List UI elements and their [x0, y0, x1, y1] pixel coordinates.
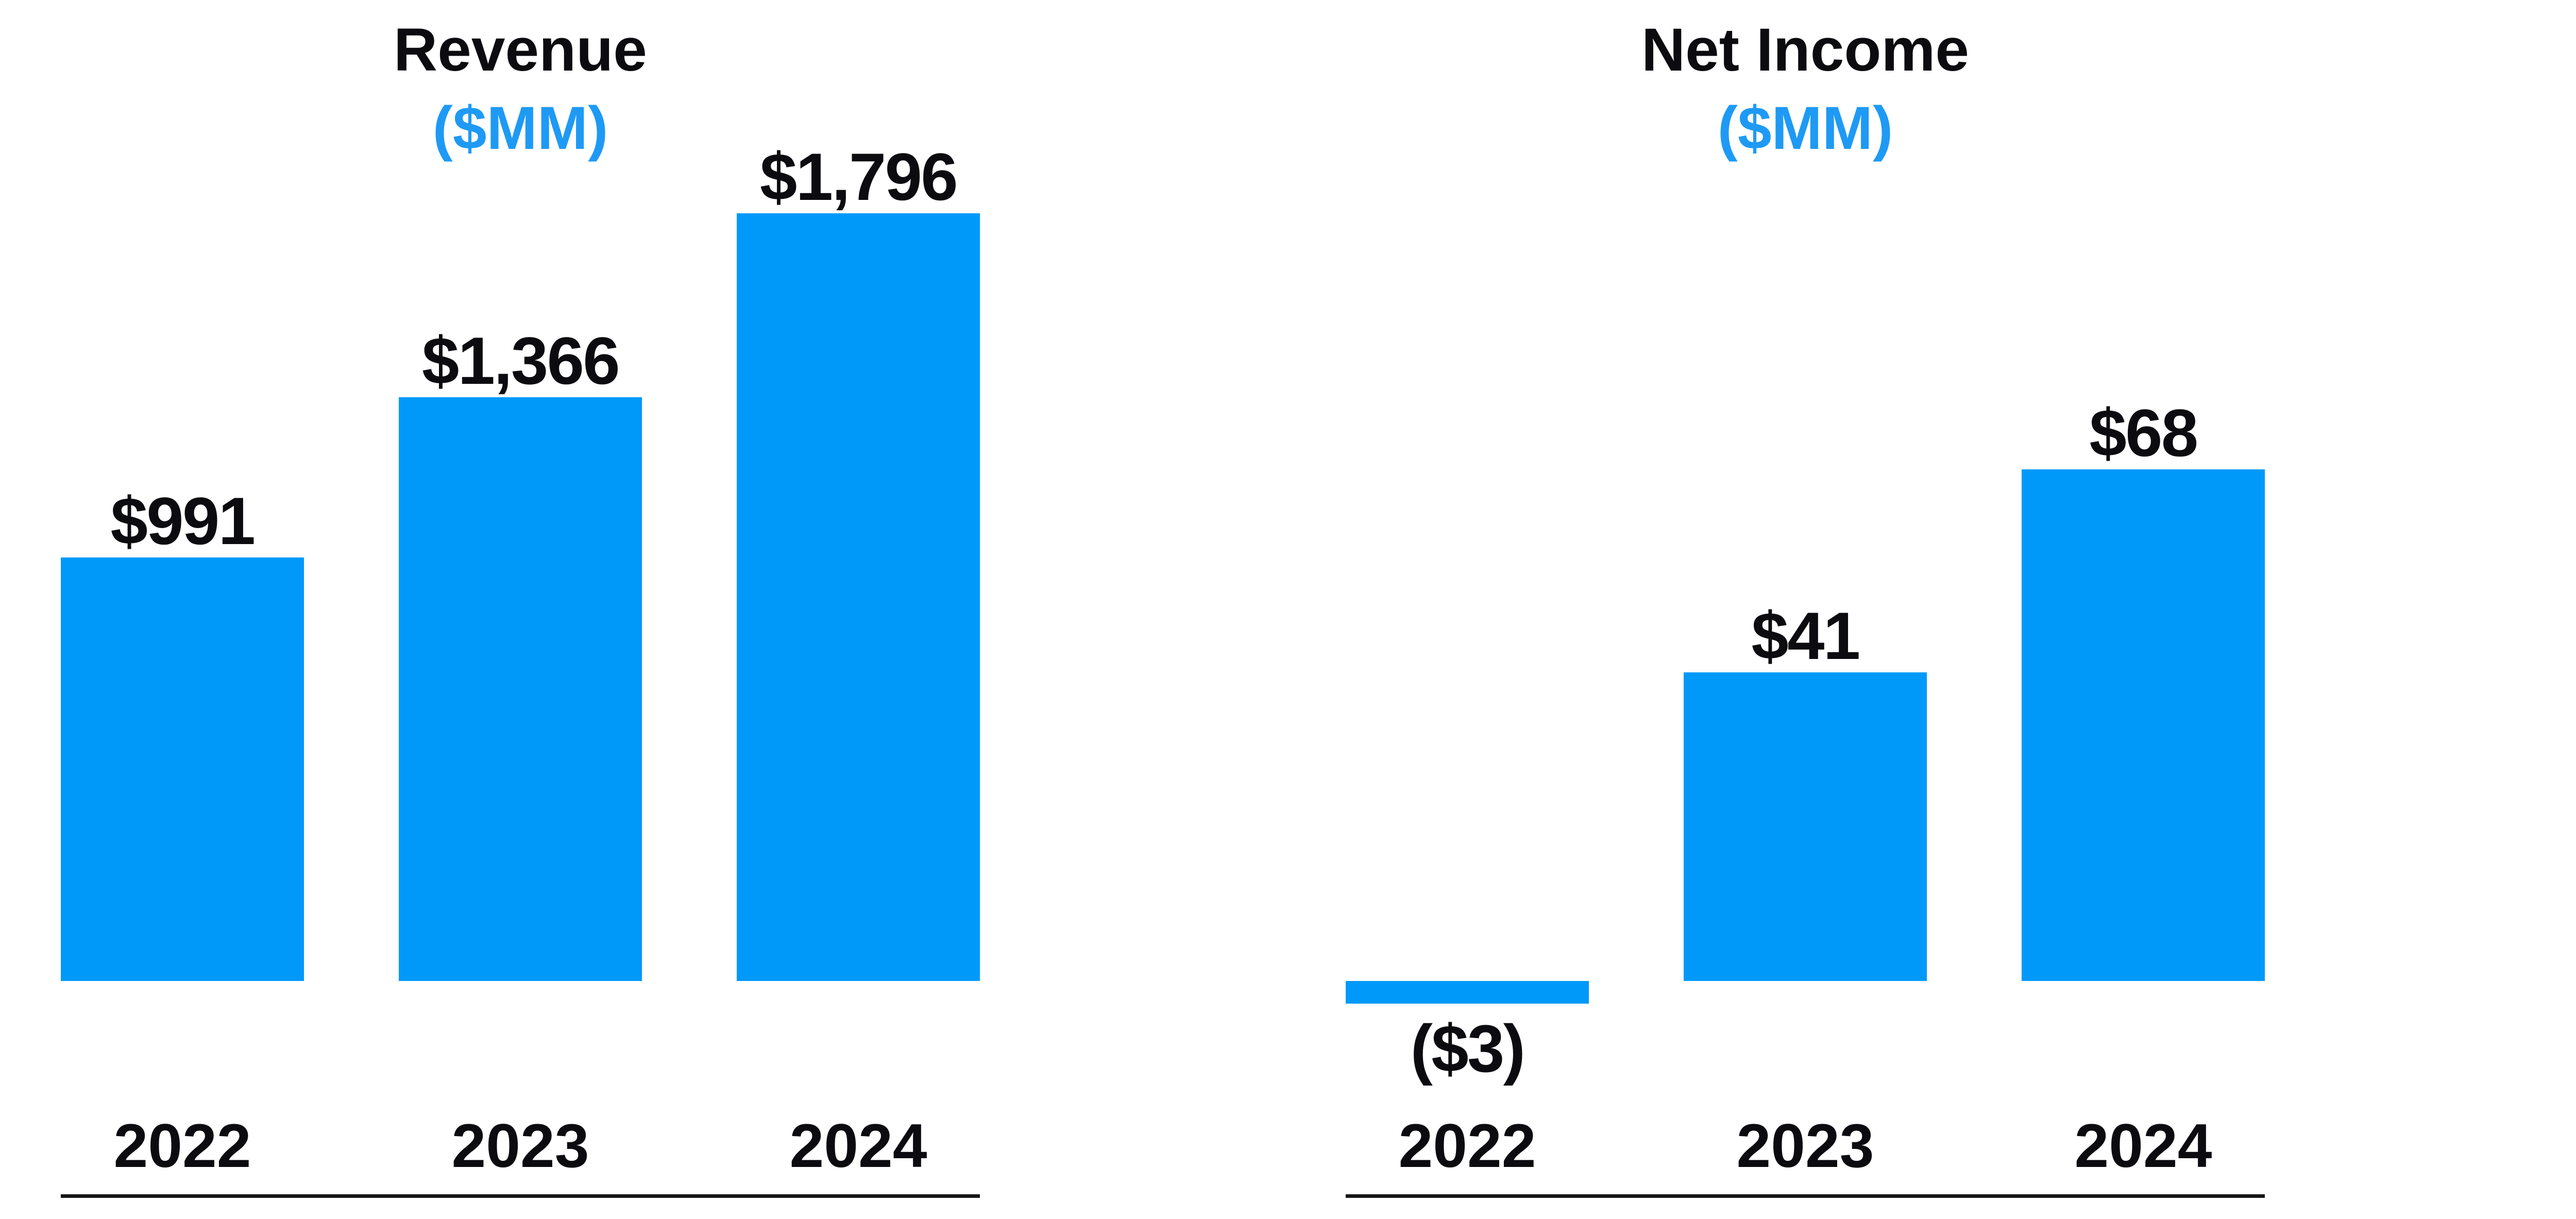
bar-2024 — [737, 213, 980, 981]
plot-area: $991 2022 $1,366 2023 $1,796 2024 — [61, 0, 980, 1219]
x-tick-label-2022: 2022 — [1398, 1111, 1536, 1180]
x-tick-label-2024: 2024 — [789, 1111, 927, 1180]
value-label-2023: $1,366 — [421, 323, 620, 398]
x-tick-label-2024: 2024 — [2074, 1111, 2212, 1180]
value-label-2022: $991 — [110, 483, 256, 558]
chart-title: Net Income — [1641, 16, 1970, 84]
bar-2022 — [61, 557, 304, 981]
bar-2024 — [2022, 469, 2265, 981]
value-label-2024: $68 — [2089, 395, 2198, 470]
x-tick-label-2023: 2023 — [1736, 1111, 1874, 1180]
chart-subtitle-units: ($MM) — [1717, 94, 1893, 162]
plot-area: ($3) 2022 $41 2023 $68 2024 — [1346, 0, 2265, 1219]
bar-2022 — [1346, 981, 1589, 1004]
chart-revenue: Revenue ($MM) $991 2022 $1,366 2023 $1,796 20… — [61, 0, 980, 1219]
x-tick-label-2022: 2022 — [113, 1111, 251, 1180]
bar-2023 — [399, 397, 642, 981]
bar-2023 — [1684, 672, 1927, 981]
x-tick-label-2023: 2023 — [451, 1111, 589, 1180]
value-label-2024: $1,796 — [759, 139, 958, 214]
x-axis-line — [1346, 1194, 2265, 1198]
x-axis-line — [61, 1194, 980, 1198]
chart-net-income: Net Income ($MM) ($3) 2022 $41 2023 $68 2024 — [1346, 0, 2265, 1219]
value-label-2022: ($3) — [1410, 1011, 1526, 1086]
chart-title: Revenue — [394, 16, 647, 84]
chart-subtitle-units: ($MM) — [432, 94, 608, 162]
value-label-2023: $41 — [1751, 598, 1860, 673]
